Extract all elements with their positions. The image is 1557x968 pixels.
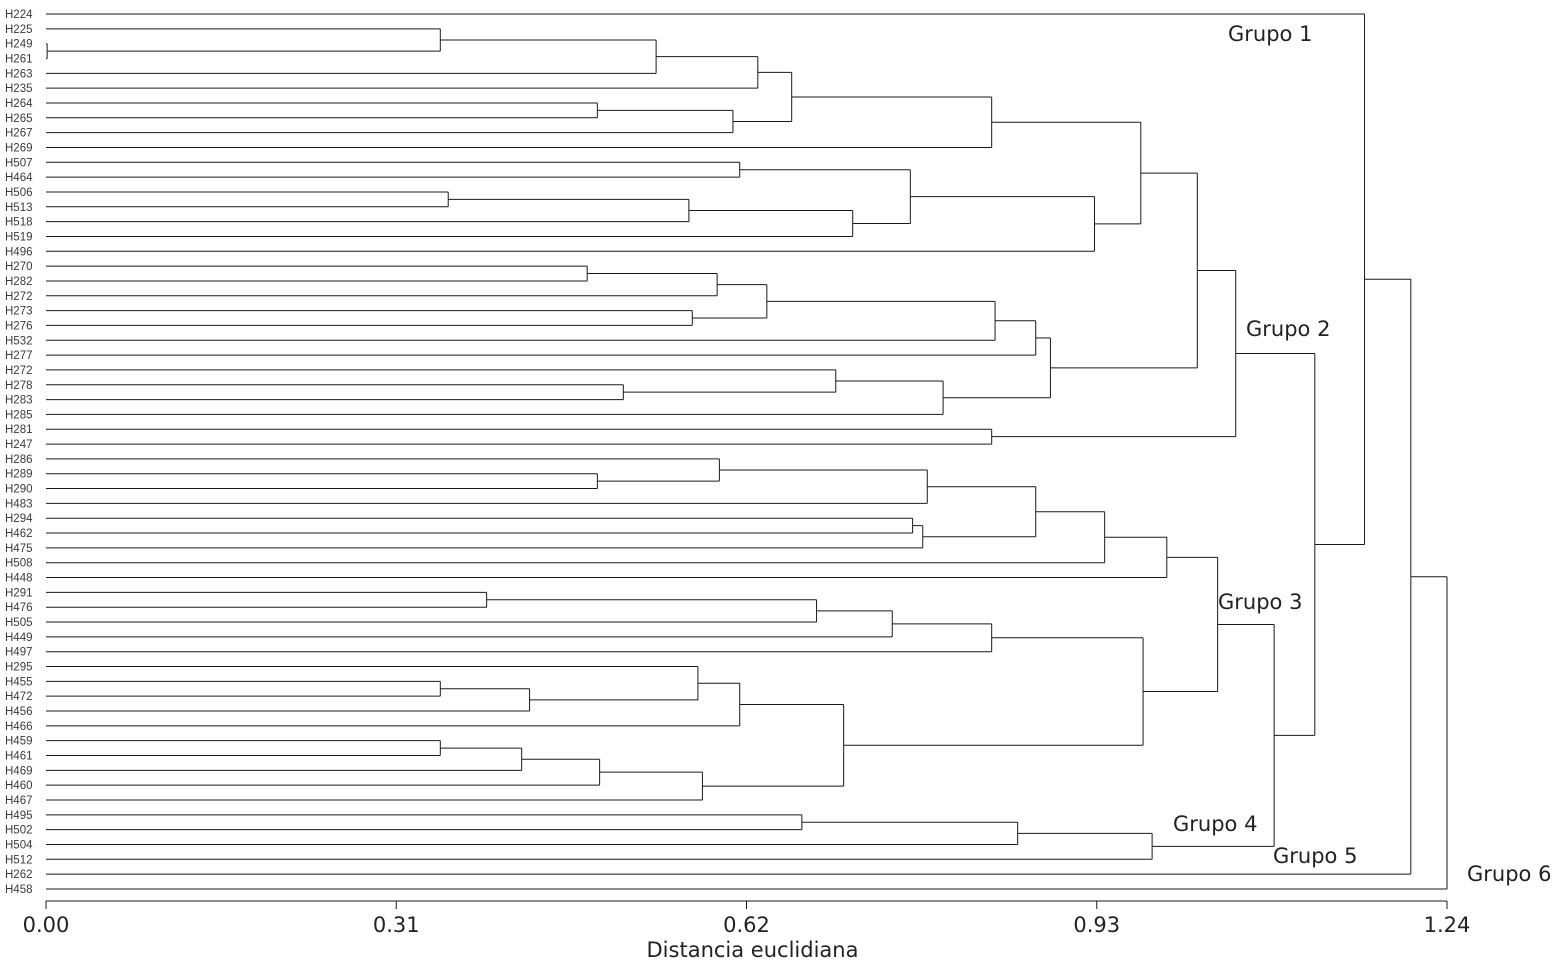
x-tick-label: 1.24 (1424, 913, 1471, 937)
leaf-label: H272 (5, 291, 33, 303)
leaf-label: H508 (5, 558, 33, 570)
leaf-label: H281 (5, 424, 33, 436)
leaf-label: H506 (5, 187, 33, 199)
leaf-label: H512 (5, 854, 33, 866)
leaf-label: H502 (5, 825, 33, 837)
leaf-label: H285 (5, 409, 33, 421)
leaf-label: H247 (5, 439, 33, 451)
leaf-label: H295 (5, 662, 33, 674)
x-tick-label: 0.93 (1073, 913, 1120, 937)
leaf-label: H449 (5, 632, 33, 644)
leaf-label: H497 (5, 647, 33, 659)
x-tick-label: 0.00 (23, 913, 70, 937)
leaf-label: H282 (5, 276, 33, 288)
dendrogram-branches (46, 13, 1448, 890)
leaf-label: H272 (5, 365, 33, 377)
group-label: Grupo 2 (1246, 317, 1330, 341)
leaf-label: H273 (5, 306, 33, 318)
leaf-label: H283 (5, 395, 33, 407)
leaf-label: H264 (5, 98, 33, 110)
leaf-label: H519 (5, 231, 33, 243)
leaf-label: H469 (5, 765, 33, 777)
leaf-label: H448 (5, 573, 33, 585)
leaf-label: H261 (5, 53, 33, 65)
leaf-label: H289 (5, 469, 33, 481)
leaf-label: H495 (5, 810, 33, 822)
x-tick-label: 0.62 (723, 913, 770, 937)
leaf-label: H291 (5, 587, 33, 599)
x-axis-label: Distancia euclidiana (647, 938, 859, 962)
leaf-label: H459 (5, 736, 33, 748)
leaf-label: H267 (5, 128, 33, 140)
leaf-label: H225 (5, 24, 33, 36)
x-tick-label: 0.31 (373, 913, 420, 937)
leaf-label: H507 (5, 157, 33, 169)
leaf-label: H466 (5, 721, 33, 733)
group-label: Grupo 6 (1467, 862, 1551, 886)
leaf-label: H532 (5, 335, 33, 347)
group-label: Grupo 5 (1273, 844, 1357, 868)
leaf-label: H458 (5, 884, 33, 896)
group-label: Grupo 1 (1228, 22, 1312, 46)
leaf-label: H476 (5, 602, 33, 614)
group-label: Grupo 3 (1218, 590, 1302, 614)
leaf-label: H269 (5, 142, 33, 154)
leaf-label: H464 (5, 172, 33, 184)
leaf-label: H475 (5, 543, 33, 555)
leaf-label: H294 (5, 513, 33, 525)
leaf-label: H270 (5, 261, 33, 273)
group-labels: Grupo 1 Grupo 2 Grupo 3 Grupo 4 Grupo 5 Grupo… (1173, 22, 1551, 886)
leaf-label: H461 (5, 751, 33, 763)
leaf-label: H265 (5, 113, 33, 125)
leaf-label: H483 (5, 498, 33, 510)
leaf-label: H496 (5, 246, 33, 258)
leaf-label: H472 (5, 691, 33, 703)
leaf-label: H249 (5, 39, 33, 51)
leaf-label: H467 (5, 795, 33, 807)
leaf-label: H460 (5, 780, 33, 792)
leaf-label: H224 (5, 9, 33, 21)
x-axis: 0.00 0.31 0.62 0.93 1.24 (23, 900, 1471, 937)
leaf-label: H286 (5, 454, 33, 466)
leaf-label: H462 (5, 528, 33, 540)
leaf-label: H513 (5, 202, 33, 214)
leaf-label: H504 (5, 839, 33, 851)
leaf-label: H263 (5, 68, 33, 80)
leaf-label: H276 (5, 320, 33, 332)
leaf-label: H277 (5, 350, 33, 362)
leaf-label: H505 (5, 617, 33, 629)
leaf-label: H518 (5, 217, 33, 229)
group-label: Grupo 4 (1173, 812, 1257, 836)
leaf-label: H262 (5, 869, 33, 881)
leaf-label: H456 (5, 706, 33, 718)
leaf-label: H455 (5, 676, 33, 688)
leaf-label: H290 (5, 484, 33, 496)
leaf-label: H278 (5, 380, 33, 392)
leaf-labels: H224 H225 H249 H261 H263 H235 H264 H265 H267 H269… (5, 9, 33, 896)
leaf-label: H235 (5, 83, 33, 95)
